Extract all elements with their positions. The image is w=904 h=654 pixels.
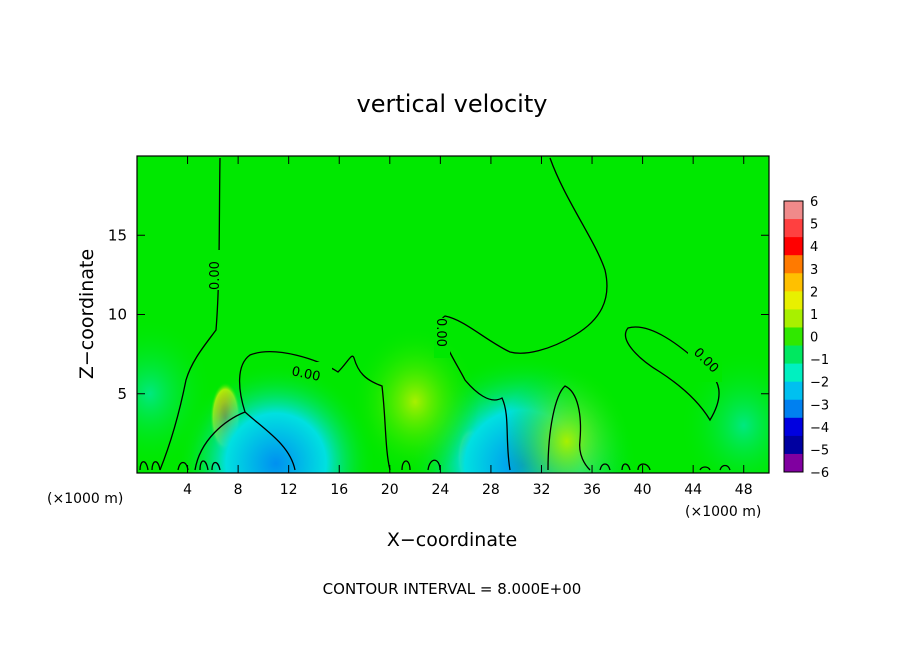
- x-axis: 4 8 12 16 20 24 28 32 36 40 44 48: [183, 156, 753, 498]
- colorbar-label: −4: [810, 421, 829, 436]
- contour-line: [139, 459, 731, 471]
- x-tick-label: 40: [634, 482, 652, 498]
- x-tick-label: 36: [583, 482, 601, 498]
- x-axis-label: X−coordinate: [387, 529, 517, 551]
- x-tick-label: 20: [381, 482, 399, 498]
- colorbar-swatch: [784, 453, 803, 473]
- contour-label: 0.00: [290, 364, 321, 385]
- x-tick-label: 28: [482, 482, 500, 498]
- colorbar-frame: [783, 200, 804, 473]
- zero-contours: [139, 157, 731, 471]
- colorbar-label: 0: [810, 331, 818, 346]
- y-tick-label: 10: [108, 306, 127, 324]
- contour-line: [194, 351, 391, 471]
- colorbar-swatch: [784, 309, 803, 328]
- colorbar-swatch: [784, 273, 803, 292]
- contour-line: [439, 157, 608, 471]
- colorbar-swatch: [784, 291, 803, 310]
- colorbar-label: 3: [810, 263, 818, 278]
- plot-area: 0.00 0.00 0.00 0.00: [137, 156, 769, 473]
- y-axis: 5 10 15: [108, 226, 769, 403]
- colorbar-label: −2: [810, 376, 829, 391]
- colorbar-swatch: [784, 255, 803, 274]
- colorbar-label: −3: [810, 398, 829, 413]
- colorbar-label: −6: [810, 466, 829, 481]
- x-tick-label: 4: [183, 482, 192, 498]
- colorbar: 6 5 4 3 2 1 0 −1 −2 −3 −4 −5 −6: [783, 195, 829, 481]
- contour-label: 0.00: [433, 318, 448, 347]
- chart-title: vertical velocity: [357, 90, 548, 118]
- colorbar-swatch: [784, 417, 803, 437]
- contour-line: [159, 157, 221, 471]
- colorbar-label: 5: [810, 218, 818, 233]
- x-unit-right: (×1000 m): [685, 504, 761, 520]
- colorbar-swatch: [784, 399, 803, 419]
- y-tick-label: 5: [117, 385, 127, 403]
- x-tick-label: 32: [533, 482, 551, 498]
- x-tick-label: 48: [735, 482, 753, 498]
- colorbar-swatch: [784, 435, 803, 455]
- x-tick-label: 24: [431, 482, 449, 498]
- colorbar-label: 6: [810, 195, 818, 210]
- contour-labels: 0.00 0.00 0.00 0.00: [206, 250, 722, 385]
- contour-line: [547, 385, 591, 471]
- colorbar-swatch: [784, 237, 803, 256]
- x-tick-label: 16: [330, 482, 348, 498]
- x-tick-label: 12: [280, 482, 298, 498]
- contour-line: [244, 411, 296, 471]
- contour-interval-note: CONTOUR INTERVAL = 8.000E+00: [323, 580, 582, 598]
- x-tick-label: 8: [234, 482, 243, 498]
- contour-line: [625, 326, 720, 422]
- x-unit-left: (×1000 m): [47, 491, 123, 507]
- colorbar-label: −1: [810, 353, 829, 368]
- velocity-cell: [351, 325, 480, 473]
- colorbar-label: 2: [810, 285, 818, 300]
- x-tick-label: 44: [684, 482, 702, 498]
- y-axis-label: Z−coordinate: [76, 249, 98, 379]
- colorbar-swatch: [784, 327, 803, 347]
- colorbar-label: 1: [810, 308, 818, 323]
- velocity-cell: [502, 365, 631, 473]
- colorbar-swatch: [784, 363, 803, 383]
- colorbar-label: −5: [810, 443, 829, 458]
- colorbar-label: 4: [810, 240, 818, 255]
- y-tick-label: 15: [108, 226, 127, 244]
- colorbar-swatch: [784, 345, 803, 365]
- colorbar-swatch: [784, 219, 803, 238]
- velocity-cell: [176, 363, 377, 473]
- colorbar-swatch: [784, 201, 803, 220]
- velocity-cell: [137, 317, 214, 470]
- contour-label: 0.00: [208, 261, 223, 290]
- colorbar-swatch: [784, 381, 803, 401]
